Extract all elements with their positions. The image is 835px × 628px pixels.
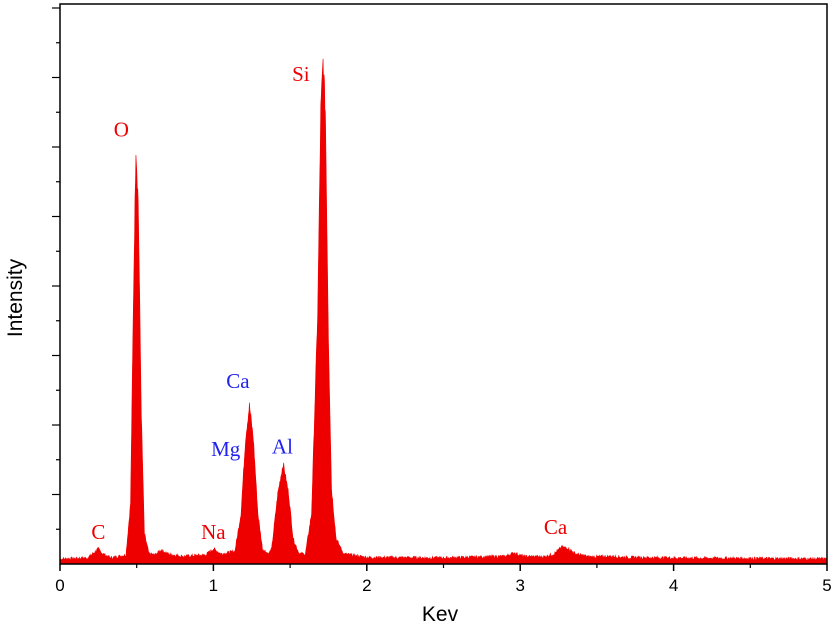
peak-label-ca-3: Ca [226, 369, 250, 393]
peak-label-na-2: Na [201, 520, 226, 544]
peak-label-al-5: Al [272, 434, 293, 458]
peak-label-o-1: O [114, 117, 129, 141]
peak-labels: C O Na Ca Mg Al Si Ca [91, 62, 567, 544]
peak-label-c-0: C [91, 520, 105, 544]
plot-area [59, 58, 828, 565]
x-tick-label-3: 3 [515, 576, 524, 595]
y-axis-title: Intensity [4, 258, 27, 337]
peak-label-ca-7: Ca [544, 515, 568, 539]
x-tick-label-1: 1 [209, 576, 218, 595]
spectrum-series-0 [59, 58, 828, 565]
x-tick-label-4: 4 [669, 576, 678, 595]
y-axis [52, 7, 60, 530]
x-tick-label-0: 0 [55, 576, 64, 595]
x-axis-title: Kev [422, 603, 459, 626]
x-tick-label-5: 5 [822, 576, 831, 595]
x-tick-label-2: 2 [362, 576, 371, 595]
peak-label-si-6: Si [292, 62, 310, 86]
peak-label-mg-4: Mg [211, 437, 241, 461]
x-axis: 0 1 2 3 4 5 [55, 564, 832, 595]
plot-frame [59, 3, 828, 565]
